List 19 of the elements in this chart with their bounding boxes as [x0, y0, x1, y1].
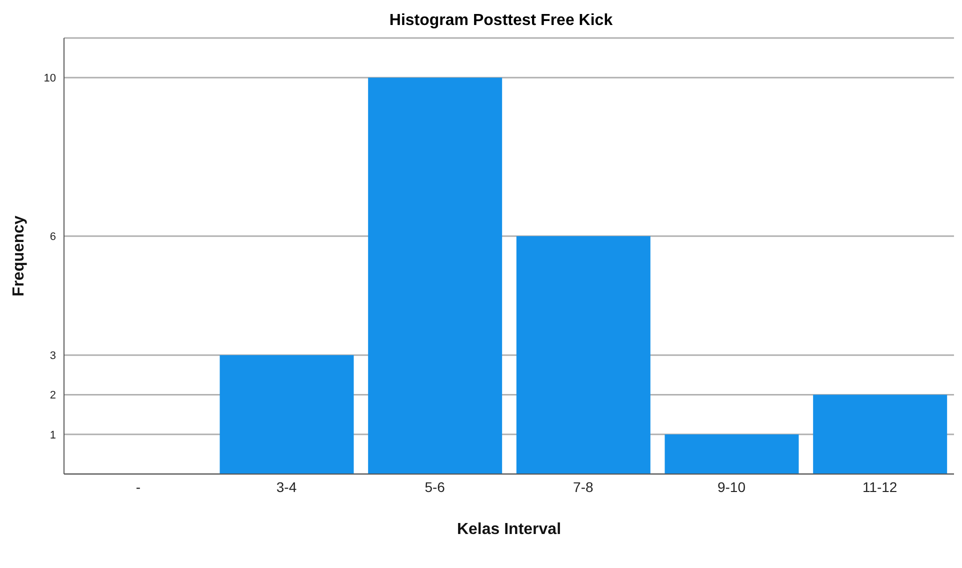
y-tick-label: 2 [50, 390, 56, 402]
y-tick-label: 3 [50, 350, 56, 362]
y-tick-label: 1 [50, 429, 56, 442]
bar [813, 394, 948, 474]
x-tick-label: - [136, 478, 141, 495]
y-tick-label: 6 [50, 231, 56, 244]
x-tick-label: 5-6 [424, 478, 446, 495]
y-axis-title: Frequency [10, 215, 28, 296]
x-tick-label: 7-8 [573, 478, 594, 495]
bar [368, 78, 502, 474]
bar [516, 236, 650, 474]
y-tick-label: 10 [44, 72, 56, 85]
x-axis-title: Kelas Interval [456, 521, 562, 538]
x-tick-label: 3-4 [276, 478, 297, 495]
bar [664, 434, 799, 474]
chart-title: Histogram Posttest Free Kick [388, 11, 614, 31]
bar [220, 355, 354, 474]
x-tick-label: 9-10 [717, 478, 746, 495]
x-tick-label: 11-12 [862, 478, 898, 495]
